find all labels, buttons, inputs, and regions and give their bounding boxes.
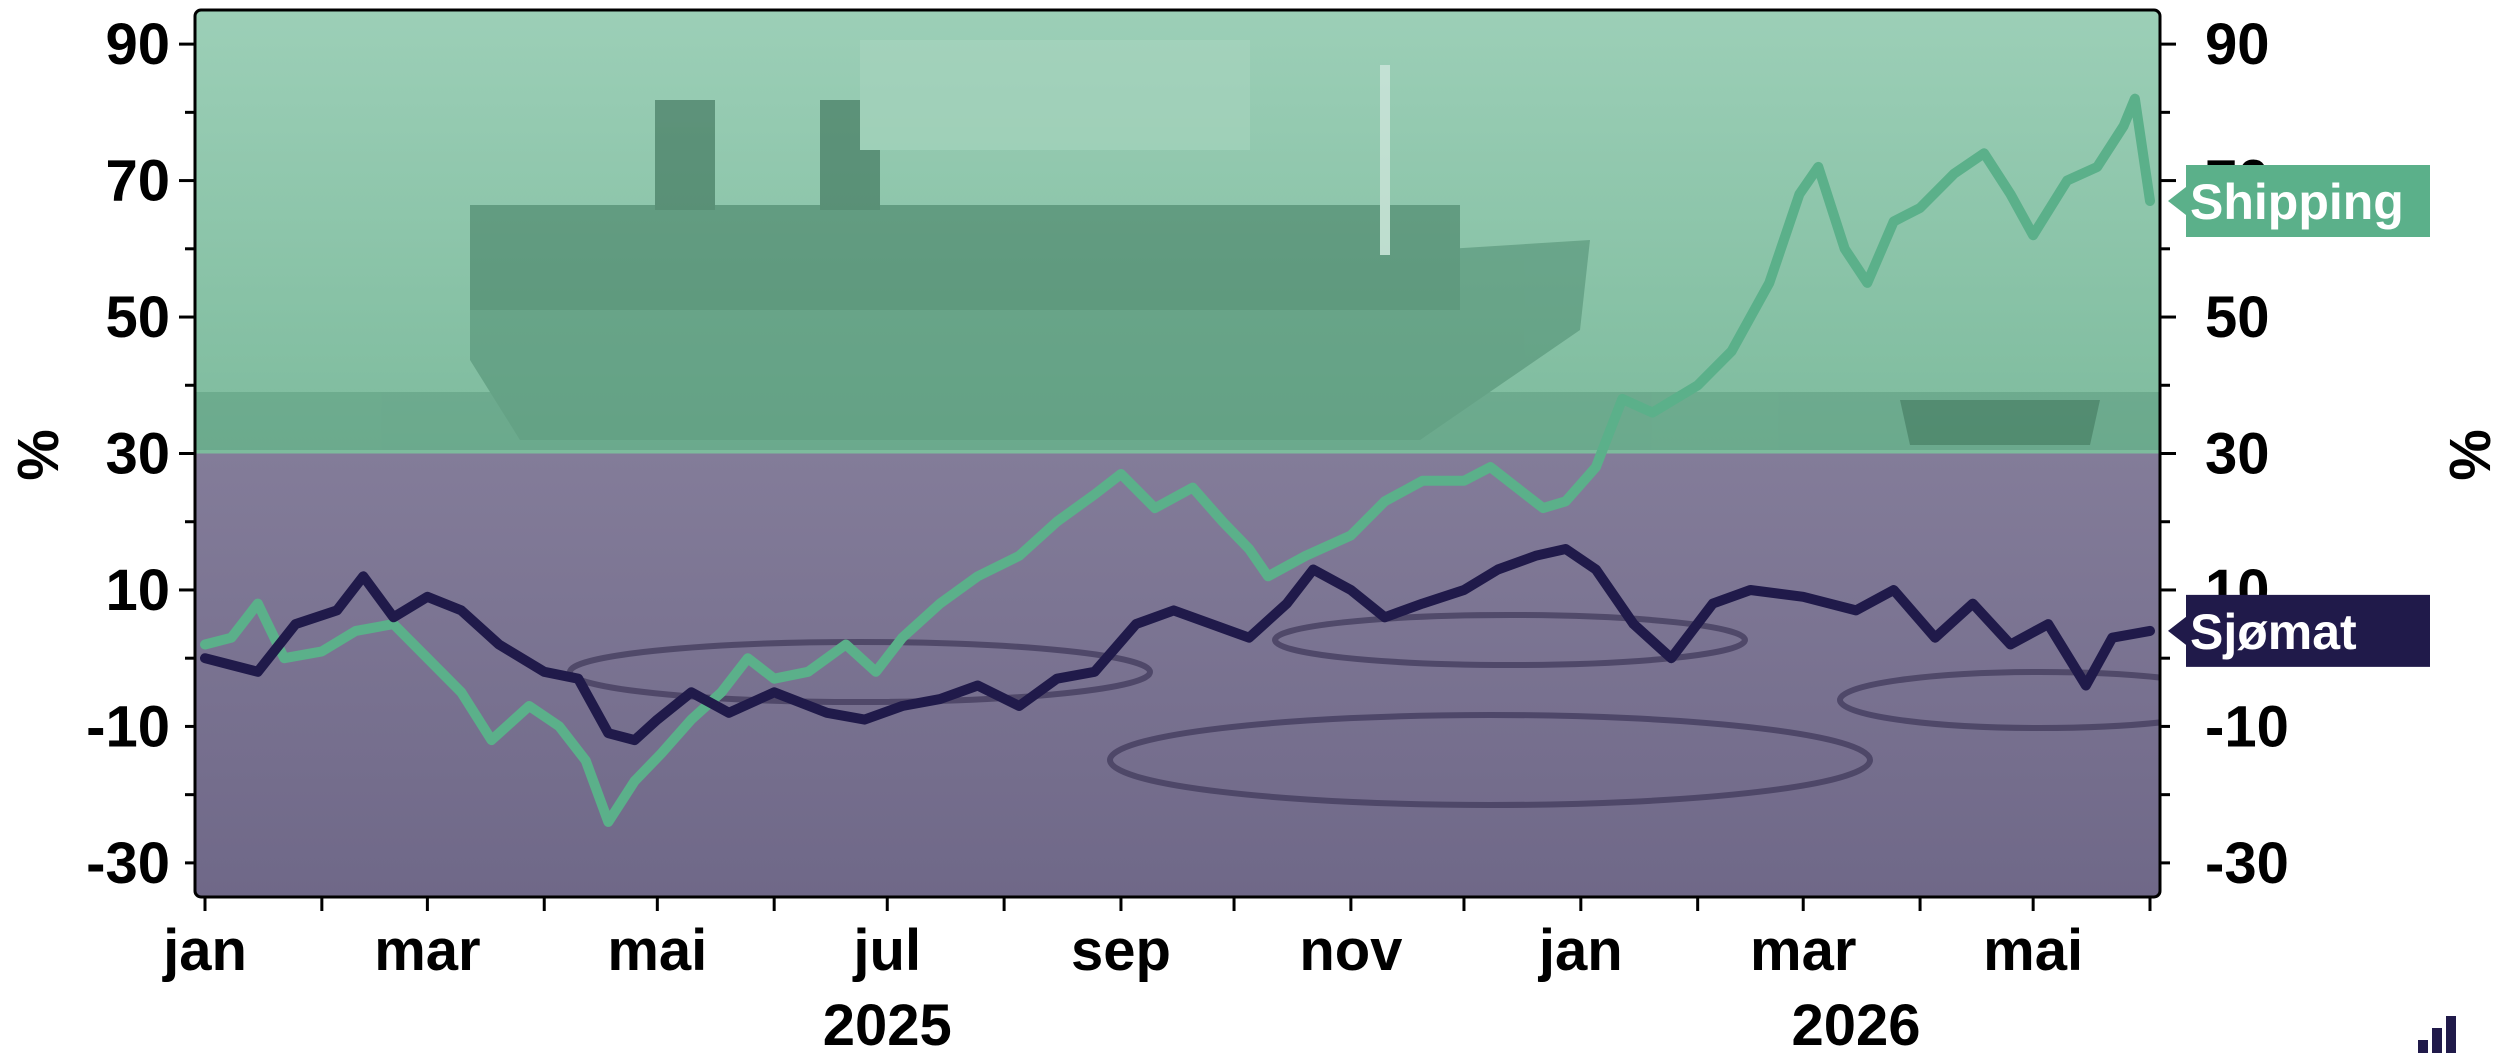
- series-tag-label-shipping: Shipping: [2190, 174, 2404, 230]
- x-year-label: 2026: [1791, 993, 1920, 1053]
- y-tick-label-right: 90: [2205, 12, 2270, 77]
- y-tick-label-right: 50: [2205, 285, 2270, 350]
- y-tick-label-left: 70: [105, 149, 170, 214]
- x-tick-label: jul: [852, 918, 921, 983]
- y-tick-label-left: -30: [86, 831, 170, 896]
- series-labels: Shipping Sjømat: [2168, 165, 2430, 667]
- y-tick-label-left: 30: [105, 422, 170, 487]
- y-tick-label-left: 50: [105, 285, 170, 350]
- y-axis-title-left: %: [6, 429, 71, 481]
- y-axis-title-right: %: [2438, 429, 2501, 481]
- series-line-sj-mat: [200, 544, 2155, 746]
- x-tick-label: jan: [162, 918, 247, 983]
- logo-icon: [2418, 1016, 2456, 1053]
- series-tag-shipping: [2168, 165, 2430, 238]
- plot-background: [195, 10, 2160, 897]
- ship-illustration: [195, 40, 2160, 450]
- y-tick-label-left: 90: [105, 12, 170, 77]
- series-line-shipping: [200, 93, 2155, 827]
- series-tag-sj-mat: [2168, 594, 2430, 667]
- background-bottom-region: [195, 453, 2160, 897]
- x-tick-label: nov: [1299, 918, 1402, 983]
- y-tick-label-right: -30: [2205, 831, 2289, 896]
- y-axis-left: 90 70 50 30 10 -10 -30: [86, 12, 195, 896]
- series-tag-label-sj-mat: Sjømat: [2190, 604, 2357, 660]
- x-tick-label: mai: [1983, 918, 2083, 983]
- x-year-label: 2025: [823, 993, 952, 1053]
- x-tick-label: mar: [374, 918, 480, 983]
- x-tick-label: mai: [607, 918, 707, 983]
- x-tick-label: sep: [1071, 918, 1171, 983]
- y-tick-label-left: 10: [105, 558, 170, 623]
- x-tick-label: jan: [1538, 918, 1623, 983]
- x-tick-label: mar: [1750, 918, 1856, 983]
- x-axis: jan mar mai jul sep nov jan mar mai 2025 2026: [162, 897, 2152, 1053]
- series-lines: [200, 93, 2155, 827]
- y-tick-label-right: -10: [2205, 694, 2289, 759]
- y-tick-label-left: -10: [86, 694, 170, 759]
- y-tick-label-right: 30: [2205, 422, 2270, 487]
